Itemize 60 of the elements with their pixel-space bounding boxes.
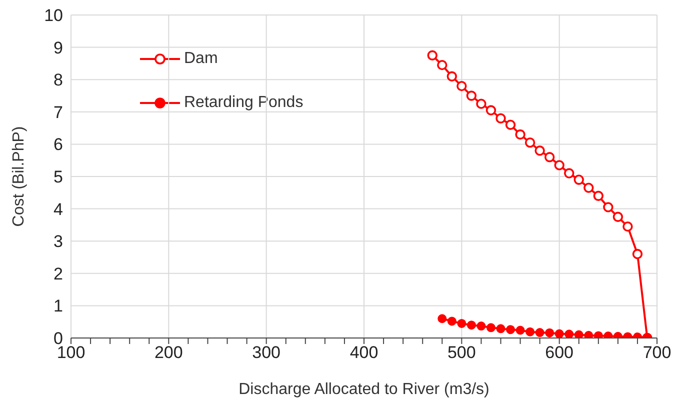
point [574, 330, 584, 338]
point [496, 113, 506, 124]
y-axis-title: Cost (Bil.PhP) [10, 126, 28, 227]
x-axis-title: Discharge Allocated to River (m3/s) [238, 381, 490, 398]
point [622, 221, 633, 232]
point [496, 324, 506, 334]
point [526, 327, 535, 336]
point [612, 212, 624, 222]
y-tick-label: 3 [54, 232, 63, 252]
point [447, 316, 456, 326]
legend-label: Retarding Ponds [184, 94, 304, 112]
point [457, 318, 466, 328]
point [437, 60, 448, 70]
point [632, 248, 643, 260]
x-tick-label: 400 [350, 343, 378, 362]
point [486, 105, 496, 116]
point [544, 152, 555, 162]
x-tick-label: 600 [545, 343, 574, 362]
point [466, 320, 476, 330]
point [466, 90, 477, 101]
point [486, 323, 496, 332]
point [476, 322, 486, 331]
point [427, 50, 438, 60]
point [584, 182, 594, 193]
point [535, 328, 544, 338]
y-tick-label: 10 [44, 6, 63, 26]
point [564, 330, 574, 338]
point [534, 146, 545, 156]
point [554, 329, 564, 338]
point [603, 202, 614, 212]
point [516, 326, 525, 335]
point [476, 98, 486, 109]
x-tick-label: 700 [642, 343, 672, 362]
point [584, 330, 594, 338]
point [446, 71, 457, 82]
x-tick-label: 500 [447, 343, 476, 362]
y-tick-label: 5 [54, 168, 63, 187]
y-tick-label: 9 [54, 38, 63, 58]
point [506, 325, 515, 334]
point [564, 168, 574, 178]
y-tick-label: 8 [54, 70, 63, 90]
point [438, 314, 447, 324]
x-tick-label: 200 [154, 343, 183, 362]
y-tick-label: 6 [54, 135, 63, 154]
y-tick-label: 4 [54, 200, 63, 219]
point [574, 174, 584, 185]
y-tick-label: 1 [54, 296, 63, 316]
point [524, 137, 536, 148]
y-tick-label: 7 [54, 102, 63, 122]
y-tick-label: 2 [54, 264, 63, 284]
point [515, 129, 526, 140]
point [456, 80, 467, 92]
point [545, 328, 554, 338]
legend-label: Dam [184, 50, 218, 68]
point [594, 331, 603, 338]
x-tick-label: 100 [56, 343, 86, 362]
point [593, 190, 604, 201]
point [505, 120, 516, 130]
point [554, 160, 564, 170]
x-tick-label: 300 [252, 343, 281, 362]
